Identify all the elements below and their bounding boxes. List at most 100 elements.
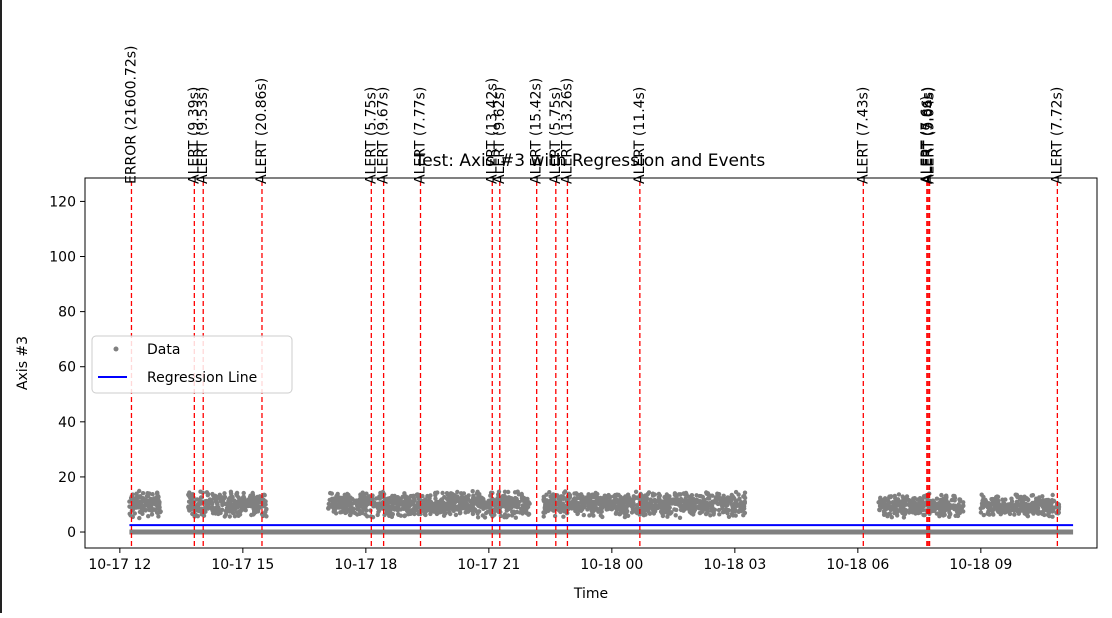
data-point-segment-3	[436, 499, 442, 505]
data-point-segment-3	[365, 501, 370, 506]
data-point-segment-4	[547, 490, 552, 495]
data-point-segment-3	[346, 492, 351, 498]
data-point-segment-1	[155, 505, 161, 511]
data-point-segment-4	[594, 492, 599, 497]
data-point-segment-4	[682, 491, 688, 497]
data-point-segment-4	[552, 505, 557, 510]
data-point-segment-4	[697, 503, 703, 508]
data-point-segment-3	[365, 514, 370, 519]
data-point-segment-6	[980, 505, 986, 510]
data-point-segment-4	[562, 503, 567, 508]
data-point-segment-1	[156, 514, 161, 519]
data-point-segment-4	[709, 503, 715, 509]
data-point-segment-4	[683, 496, 688, 501]
data-point-segment-5	[938, 497, 943, 503]
data-point-segment-5	[939, 492, 944, 498]
data-point-segment-4	[562, 490, 567, 495]
data-point-segment-3	[348, 502, 353, 507]
data-point-segment-3	[455, 489, 460, 495]
data-point-segment-2	[262, 492, 267, 497]
data-point-segment-2	[240, 503, 245, 508]
data-point-segment-2	[234, 490, 240, 496]
data-point-segment-3	[388, 507, 393, 513]
x-tick-label-5: 10-18 00	[580, 557, 643, 573]
data-point-segment-3	[448, 511, 453, 517]
event-label-5: ALERT (5.75s)	[363, 87, 379, 184]
data-point-segment-6	[1000, 503, 1005, 508]
data-point-segment-3	[433, 493, 438, 498]
data-point-segment-4	[548, 498, 553, 504]
data-point-segment-6	[981, 494, 986, 500]
data-point-segment-1	[155, 510, 160, 516]
data-point-segment-5	[884, 512, 890, 517]
data-point-segment-4	[684, 504, 689, 509]
data-point-segment-2	[195, 503, 201, 509]
data-point-segment-4	[645, 491, 651, 497]
data-point-segment-4	[651, 511, 657, 516]
data-point-segment-5	[907, 510, 912, 515]
data-point-segment-4	[598, 506, 603, 511]
data-point-segment-5	[917, 501, 922, 506]
data-point-segment-2	[236, 495, 241, 500]
data-point-segment-3	[362, 507, 368, 512]
data-point-segment-4	[713, 495, 718, 500]
data-point-segment-3	[368, 514, 374, 519]
event-label-7: ALERT (7.77s)	[413, 87, 429, 184]
data-point-segment-5	[904, 494, 910, 499]
data-point-segment-4	[622, 511, 628, 516]
data-point-segment-4	[700, 494, 705, 500]
data-point-segment-3	[505, 497, 510, 502]
data-point-segment-2	[189, 492, 195, 497]
event-label-13: ALERT (11.4s)	[632, 87, 648, 184]
y-tick-label-3: 40	[58, 415, 76, 431]
data-point-segment-5	[903, 501, 908, 506]
data-point-segment-4	[550, 493, 555, 498]
event-label-1: ERROR (21600.72s)	[123, 45, 139, 184]
data-point-segment-3	[336, 497, 341, 502]
data-point-segment-5	[947, 514, 952, 519]
event-label-9: ALERT (9.62s)	[492, 87, 508, 184]
y-tick-label-4: 60	[58, 360, 76, 376]
data-point-segment-2	[222, 514, 227, 519]
data-point-segment-2	[256, 499, 261, 505]
data-point-segment-3	[348, 512, 353, 518]
data-point-segment-2	[203, 509, 208, 514]
data-point-segment-6	[1031, 510, 1037, 515]
data-point-segment-1	[139, 506, 145, 511]
data-point-segment-4	[740, 505, 745, 510]
data-point-segment-4	[558, 506, 564, 512]
plot-frame	[84, 177, 1098, 549]
data-point-segment-3	[451, 493, 456, 498]
data-point-segment-5	[895, 497, 901, 502]
data-point-segment-4	[720, 501, 725, 506]
data-point-segment-4	[557, 498, 563, 504]
data-point-segment-3	[475, 489, 480, 494]
data-point-segment-4	[730, 513, 736, 518]
data-point-segment-3	[451, 506, 456, 512]
data-point-segment-5	[934, 496, 940, 501]
data-point-segment-3	[507, 504, 513, 510]
x-tick-label-7: 10-18 06	[826, 557, 889, 573]
data-point-segment-2	[264, 507, 269, 512]
data-point-segment-1	[154, 495, 159, 500]
data-point-segment-3	[378, 490, 383, 496]
data-point-segment-3	[396, 512, 401, 517]
data-point-segment-1	[140, 491, 146, 496]
data-point-segment-3	[470, 489, 475, 494]
data-point-segment-2	[232, 499, 238, 504]
data-point-segment-2	[205, 506, 211, 511]
event-lines	[130, 181, 1059, 548]
data-point-segment-2	[228, 505, 233, 510]
data-point-segment-1	[140, 511, 145, 516]
data-point-segment-6	[1021, 496, 1027, 501]
legend-label-regression: Regression Line	[147, 370, 257, 386]
data-point-segment-4	[708, 513, 713, 518]
data-point-segment-4	[609, 499, 614, 504]
data-point-segment-4	[598, 513, 603, 518]
data-point-segment-3	[460, 500, 465, 506]
data-point-segment-6	[981, 512, 986, 518]
data-point-segment-6	[989, 508, 995, 513]
data-point-segment-5	[877, 507, 882, 513]
data-point-segment-3	[350, 506, 356, 511]
data-point-segment-6	[1007, 508, 1012, 513]
